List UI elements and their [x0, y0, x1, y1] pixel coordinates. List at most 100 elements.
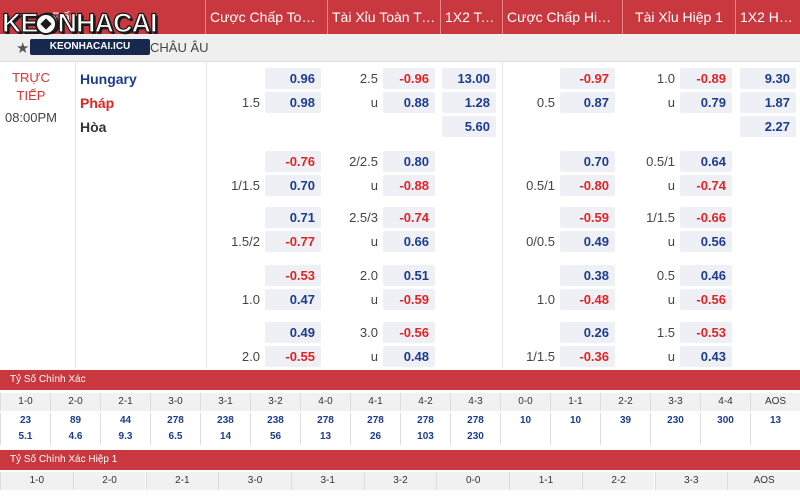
- odds-button[interactable]: 0.70: [560, 151, 615, 172]
- score-odds[interactable]: 5.1: [0, 429, 50, 445]
- odds-button[interactable]: 0.47: [265, 289, 321, 310]
- odds-button[interactable]: -0.97: [560, 68, 615, 89]
- odds-button[interactable]: 0.46: [680, 265, 732, 286]
- odds-button[interactable]: 0.80: [383, 151, 435, 172]
- col-overunder-ft[interactable]: Tài Xỉu Toàn Trận: [327, 0, 440, 34]
- draw-label: Hòa: [80, 119, 107, 135]
- score-odds[interactable]: 278: [300, 413, 350, 429]
- score-odds[interactable]: 278: [400, 413, 450, 429]
- score-odds[interactable]: 14: [200, 429, 250, 445]
- odds-button[interactable]: 9.30: [740, 68, 796, 89]
- score-odds[interactable]: 230: [450, 429, 500, 445]
- score-odds[interactable]: 278: [350, 413, 400, 429]
- score-odds[interactable]: [750, 429, 800, 445]
- col-1x2-h1[interactable]: 1X2 Hiệp 1: [735, 0, 800, 34]
- odds-button[interactable]: 0.88: [383, 92, 435, 113]
- team-away[interactable]: Pháp: [80, 95, 115, 111]
- score-odds[interactable]: 44: [100, 413, 150, 429]
- score-odds[interactable]: 39: [600, 413, 650, 429]
- odds-button[interactable]: -0.74: [680, 175, 732, 196]
- odds-button[interactable]: -0.77: [265, 231, 321, 252]
- score-odds[interactable]: 4.6: [50, 429, 100, 445]
- odds-button[interactable]: 0.64: [680, 151, 732, 172]
- odds-button[interactable]: 0.38: [560, 265, 615, 286]
- score-odds[interactable]: 13: [300, 429, 350, 445]
- score-header: 0-0: [500, 393, 550, 411]
- score-odds[interactable]: 23: [0, 413, 50, 429]
- score-odds[interactable]: 89: [50, 413, 100, 429]
- odds-button[interactable]: -0.56: [383, 322, 435, 343]
- score-odds[interactable]: 238: [200, 413, 250, 429]
- score-odds[interactable]: 9.3: [100, 429, 150, 445]
- odds-button[interactable]: -0.96: [383, 68, 435, 89]
- score-odds[interactable]: 300: [700, 413, 750, 429]
- site-logo: KEONHACAI KEONHACAI.ICU: [0, 6, 158, 58]
- odds-button[interactable]: 0.70: [265, 175, 321, 196]
- odds-button[interactable]: -0.80: [560, 175, 615, 196]
- col-1x2-ft[interactable]: 1X2 Toàn Trận: [440, 0, 502, 34]
- odds-button[interactable]: 13.00: [442, 68, 496, 89]
- h1-handicap-line: 1.0: [536, 292, 555, 307]
- score-header: 2-0: [72, 472, 146, 490]
- score-odds[interactable]: 6.5: [150, 429, 200, 445]
- odds-button[interactable]: -0.66: [680, 207, 732, 228]
- odds-button[interactable]: 1.87: [740, 92, 796, 113]
- score-odds[interactable]: 103: [400, 429, 450, 445]
- score-header: 3-2: [363, 472, 437, 490]
- score-odds[interactable]: 278: [150, 413, 200, 429]
- ou-under-label: u: [370, 234, 378, 249]
- section-correct-score-h1: Tỷ Số Chính Xác Hiệp 1: [0, 450, 800, 470]
- odds-button[interactable]: 0.79: [680, 92, 732, 113]
- odds-button[interactable]: 2.27: [740, 116, 796, 137]
- score-odds[interactable]: [500, 429, 550, 445]
- odds-button[interactable]: 0.48: [383, 346, 435, 367]
- score-odds[interactable]: [600, 429, 650, 445]
- score-odds[interactable]: 26: [350, 429, 400, 445]
- odds-button[interactable]: -0.48: [560, 289, 615, 310]
- odds-button[interactable]: 0.43: [680, 346, 732, 367]
- odds-button[interactable]: -0.55: [265, 346, 321, 367]
- score-odds[interactable]: 278: [450, 413, 500, 429]
- score-odds[interactable]: [550, 429, 600, 445]
- odds-button[interactable]: 0.51: [383, 265, 435, 286]
- table-header: Đấu Cược Chấp Toàn Trận Tài Xỉu Toàn Trậ…: [0, 0, 800, 34]
- odds-button[interactable]: -0.59: [383, 289, 435, 310]
- odds-button[interactable]: 0.49: [265, 322, 321, 343]
- odds-button[interactable]: -0.76: [265, 151, 321, 172]
- odds-button[interactable]: -0.56: [680, 289, 732, 310]
- col-handicap-h1[interactable]: Cược Chấp Hiệp 1: [502, 0, 622, 34]
- score-odds[interactable]: 230: [650, 413, 700, 429]
- odds-button[interactable]: -0.36: [560, 346, 615, 367]
- live-status-2: TIẾP: [16, 88, 46, 103]
- star-icon[interactable]: ★: [16, 40, 30, 57]
- odds-button[interactable]: 0.87: [560, 92, 615, 113]
- odds-button[interactable]: 5.60: [442, 116, 496, 137]
- odds-button[interactable]: -0.89: [680, 68, 732, 89]
- odds-button[interactable]: 0.56: [680, 231, 732, 252]
- odds-button[interactable]: -0.53: [680, 322, 732, 343]
- score-odds[interactable]: 238: [250, 413, 300, 429]
- col-handicap-ft[interactable]: Cược Chấp Toàn Trận: [205, 0, 327, 34]
- score-odds[interactable]: 10: [500, 413, 550, 429]
- score-header: AOS: [727, 472, 800, 490]
- odds-button[interactable]: 0.49: [560, 231, 615, 252]
- team-home[interactable]: Hungary: [80, 71, 137, 87]
- odds-button[interactable]: 0.26: [560, 322, 615, 343]
- score-odds[interactable]: [650, 429, 700, 445]
- odds-button[interactable]: 1.28: [442, 92, 496, 113]
- score-odds[interactable]: 10: [550, 413, 600, 429]
- odds-button[interactable]: -0.59: [560, 207, 615, 228]
- odds-button[interactable]: 0.98: [265, 92, 321, 113]
- score-header: 3-3: [650, 393, 700, 411]
- odds-button[interactable]: -0.74: [383, 207, 435, 228]
- odds-button[interactable]: 0.96: [265, 68, 321, 89]
- score-odds[interactable]: 13: [750, 413, 800, 429]
- col-overunder-h1[interactable]: Tài Xỉu Hiệp 1: [622, 0, 735, 34]
- ou-under-label: u: [370, 349, 378, 364]
- odds-button[interactable]: 0.66: [383, 231, 435, 252]
- score-odds[interactable]: 56: [250, 429, 300, 445]
- odds-button[interactable]: 0.71: [265, 207, 321, 228]
- score-odds[interactable]: [700, 429, 750, 445]
- odds-button[interactable]: -0.88: [383, 175, 435, 196]
- odds-button[interactable]: -0.53: [265, 265, 321, 286]
